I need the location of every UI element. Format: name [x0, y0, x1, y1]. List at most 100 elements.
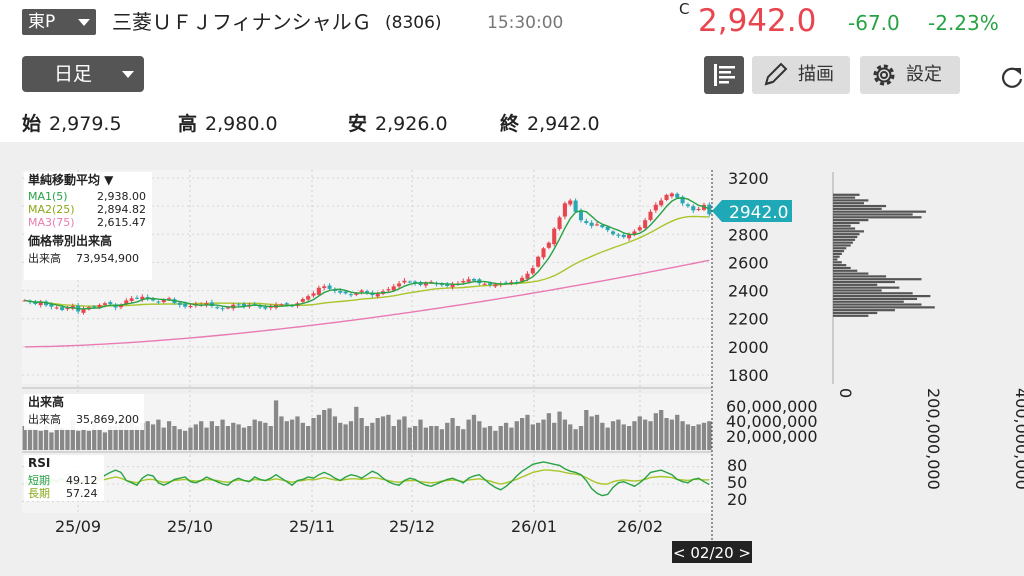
volume-tick-label: 40,000,000: [726, 412, 818, 431]
volume-bar: [370, 422, 375, 450]
candle: [541, 248, 546, 258]
close-price: 終 2,942.0: [500, 113, 600, 135]
candle: [343, 291, 348, 294]
volume-bar: [306, 426, 311, 450]
candle: [439, 284, 444, 286]
candle: [236, 304, 241, 306]
candle: [643, 220, 648, 229]
vp-legend-title: 価格帯別出来高: [28, 234, 113, 248]
vp-bar: [833, 283, 878, 286]
candle: [573, 200, 578, 212]
settings-button[interactable]: 設定: [860, 56, 960, 94]
rsi-tick-label: 80: [727, 456, 747, 475]
candle: [552, 228, 557, 245]
volume-bar: [284, 421, 289, 450]
vp-bar: [833, 269, 858, 272]
vp-bar: [833, 202, 864, 205]
volume-bar: [568, 424, 573, 450]
gear-icon: [873, 64, 895, 86]
volume-bar: [514, 421, 519, 450]
candle: [60, 307, 65, 310]
volume-tick-label: 60,000,000: [726, 397, 818, 416]
period-selector[interactable]: 日足: [22, 56, 144, 92]
vp-bar: [833, 244, 851, 247]
vp-bar: [833, 252, 842, 255]
volume-bar: [183, 430, 188, 450]
rsi-legend[interactable]: RSI 短期 49.12 長期 57.24: [24, 455, 104, 501]
ma2-line: [24, 215, 710, 307]
volume-bar: [669, 419, 675, 450]
volume-bar: [124, 416, 129, 450]
volume-bar: [220, 419, 225, 450]
volume-bar: [552, 422, 557, 450]
low-price: 安 2,926.0: [348, 113, 448, 135]
volume-bar: [268, 426, 273, 450]
candle: [65, 308, 70, 310]
refresh-button[interactable]: [1000, 64, 1024, 90]
ma-legend-title: 単純移動平均 ▼: [28, 173, 114, 187]
volume-bar: [546, 413, 551, 450]
y-tick-label: 3200: [728, 169, 769, 188]
ma-legend[interactable]: 単純移動平均 ▼ MA1(5) 2,938.00 MA2(25) 2,894.82 …: [24, 172, 152, 280]
volume-bar: [691, 426, 696, 450]
candle: [594, 224, 600, 226]
settings-label: 設定: [906, 64, 942, 85]
volume-bar: [43, 426, 49, 450]
draw-button[interactable]: 描画: [752, 56, 850, 94]
candle: [177, 302, 182, 305]
volume-bar: [610, 421, 616, 450]
candle: [183, 303, 188, 307]
volume-bar: [519, 418, 525, 450]
volume-bar: [482, 427, 487, 450]
candle: [536, 256, 541, 267]
volume-bar: [199, 421, 204, 450]
volume-bar: [621, 424, 626, 450]
volume-bar: [257, 421, 263, 450]
volume-bar: [696, 424, 701, 450]
date-tag[interactable]: < 02/20 >: [673, 544, 751, 562]
x-tick-label: 25/10: [167, 517, 213, 536]
vp-bar: [833, 300, 904, 303]
candle: [616, 234, 621, 236]
candle: [359, 290, 364, 292]
volume-bar: [97, 429, 102, 450]
vp-bar: [833, 261, 842, 264]
ma3-row: MA3(75) 2,615.47: [28, 216, 146, 229]
y-tick-label: 2600: [728, 253, 769, 272]
candle: [423, 282, 428, 286]
volume-bar: [273, 400, 279, 450]
candle: [156, 301, 161, 303]
market-selector[interactable]: 東P: [22, 9, 96, 35]
volume-legend[interactable]: 出来高 出来高 35,869,200: [24, 394, 144, 430]
ma1-row: MA1(5) 2,938.00: [28, 190, 146, 203]
volume-bar: [707, 421, 712, 450]
x-tick-label: 26/02: [617, 517, 663, 536]
candle: [696, 208, 701, 210]
vp-bar: [833, 207, 882, 210]
candle: [220, 308, 225, 310]
candle: [263, 307, 268, 309]
date-tag-bg[interactable]: [672, 541, 752, 563]
list-button[interactable]: [704, 56, 744, 94]
volume-bar: [252, 419, 257, 450]
candle: [445, 284, 450, 287]
volume-bar: [156, 419, 161, 450]
volume-bar: [573, 429, 578, 450]
vp-tick-label: 400,000,000: [1012, 388, 1024, 490]
volume-bar: [600, 422, 605, 450]
candle: [306, 296, 311, 300]
vp-bar: [833, 216, 922, 219]
vp-bar: [833, 224, 851, 227]
vp-bar: [833, 230, 864, 233]
candle: [568, 200, 573, 205]
vp-bar: [833, 258, 838, 261]
price-mark: C: [679, 0, 690, 18]
vp-bar: [833, 204, 887, 208]
candle: [354, 293, 359, 295]
volume-bar: [59, 427, 65, 450]
x-tick-label: 25/09: [55, 517, 101, 536]
volume-bar: [70, 419, 75, 450]
x-tick-label: 26/01: [511, 517, 557, 536]
x-tick-label: 25/11: [289, 517, 335, 536]
